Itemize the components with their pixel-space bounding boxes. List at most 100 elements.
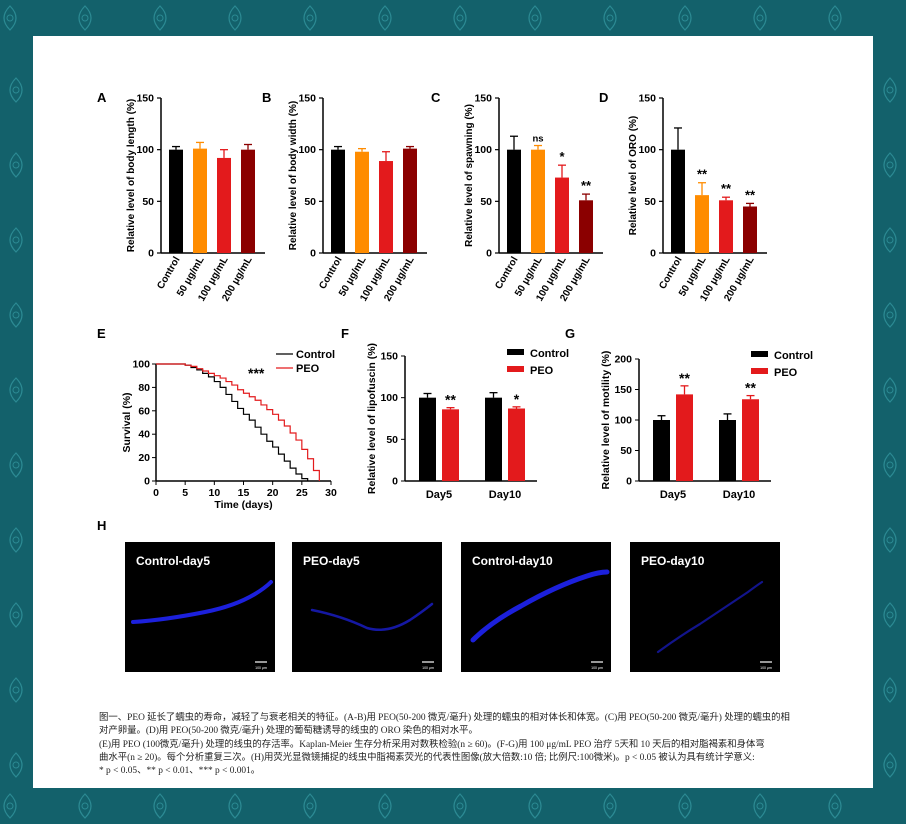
y-axis-label: Relative level of spawning (%) [464, 104, 475, 247]
bar [653, 420, 670, 481]
ornament-dot [12, 161, 20, 169]
fluorescence-image: PEO-day5 100 μm [292, 542, 442, 672]
x-tick-label: Day10 [723, 489, 755, 501]
ornament-dot [886, 386, 894, 394]
y-tick-label: 0 [148, 248, 154, 260]
y-tick-label: 0 [650, 248, 656, 260]
ornament-dot [531, 14, 539, 22]
ornament-dot [606, 14, 614, 22]
ornament-leaf [678, 793, 692, 819]
ornament-dot [381, 14, 389, 22]
ornament-dot [81, 802, 89, 810]
figure-caption: 图一、PEO 延长了蠕虫的寿命，减轻了与衰老相关的特征。(A-B)用 PEO(5… [99, 712, 889, 778]
ornament-dot [231, 14, 239, 22]
fluorescence-image: PEO-day10 100 μm [630, 542, 780, 672]
ornament-dot [12, 386, 20, 394]
ornament-leaf [378, 5, 392, 31]
ornament-dot [12, 611, 20, 619]
ornament-dot [156, 802, 164, 810]
bar [555, 177, 569, 253]
ornament-leaf [9, 677, 23, 703]
ornament-leaf [78, 793, 92, 819]
significance-label: ns [532, 134, 543, 145]
y-axis-label: Relative level of lipofuscin (%) [366, 343, 378, 494]
y-tick-label: 150 [298, 93, 316, 105]
y-tick-label: 200 [614, 354, 632, 366]
ornament-leaf [753, 5, 767, 31]
x-tick-label: 25 [296, 487, 308, 499]
significance-label: ** [445, 392, 456, 408]
bar [485, 397, 502, 481]
bar [719, 200, 733, 253]
ornament-leaf [883, 377, 897, 403]
y-tick-label: 100 [474, 144, 492, 156]
ornament-leaf [9, 452, 23, 478]
ornament-leaf [883, 77, 897, 103]
x-tick-label: 15 [238, 487, 250, 499]
bar [403, 148, 417, 253]
significance-label: ** [679, 370, 690, 386]
ornament-dot [306, 14, 314, 22]
significance-label: ** [581, 178, 592, 193]
ornament-leaf [883, 152, 897, 178]
ornament-dot [456, 802, 464, 810]
ornament-leaf [9, 377, 23, 403]
ornament-dot [886, 686, 894, 694]
micrograph-background [125, 542, 275, 672]
y-axis-label: Relative level of motility (%) [600, 351, 612, 490]
y-tick-label: 50 [386, 434, 398, 446]
bar [355, 151, 369, 253]
y-tick-label: 0 [626, 476, 632, 488]
ornament-leaf [883, 677, 897, 703]
ornament-leaf [9, 152, 23, 178]
caption-line: 曲水平(n ≥ 20)。每个分析重复三次。(H)用荧光显微镜捕捉的线虫中脂褐素荧… [99, 752, 755, 763]
y-tick-label: 100 [614, 415, 632, 427]
x-tick-label: 20 [267, 487, 279, 499]
ornament-leaf [9, 527, 23, 553]
significance-label: * [514, 391, 520, 407]
x-tick-label: Day10 [489, 489, 521, 501]
panel-letter: G [565, 326, 575, 341]
ornament-leaf [9, 302, 23, 328]
y-tick-label: 50 [142, 196, 154, 208]
bar [241, 149, 255, 253]
image-title: Control-day10 [472, 554, 553, 568]
significance-label: * [559, 149, 565, 164]
ornament-dot [681, 802, 689, 810]
y-tick-label: 0 [144, 476, 150, 488]
ornament-leaf [528, 5, 542, 31]
ornament-dot [886, 761, 894, 769]
caption-line: 对产卵量。(D)用 PEO(50-200 微克/毫升) 处理的葡萄糖诱导的线虫的… [99, 726, 478, 737]
ornament-dot [12, 461, 20, 469]
x-tick-label: 10 [208, 487, 220, 499]
ornament-leaf [3, 793, 17, 819]
bar [719, 420, 736, 481]
ornament-leaf [828, 5, 842, 31]
ornament-leaf [228, 5, 242, 31]
panel-letter: F [341, 326, 349, 341]
micrograph-background [292, 542, 442, 672]
ornament-dot [12, 536, 20, 544]
legend-swatch [507, 366, 524, 372]
y-tick-label: 50 [304, 196, 316, 208]
ornament-dot [156, 14, 164, 22]
y-tick-label: 20 [138, 452, 150, 464]
bar [579, 200, 593, 253]
ornament-dot [886, 86, 894, 94]
y-tick-label: 100 [298, 144, 316, 156]
ornament-leaf [678, 5, 692, 31]
ornament-leaf [883, 452, 897, 478]
ornament-dot [306, 802, 314, 810]
y-tick-label: 100 [136, 144, 154, 156]
y-tick-label: 50 [480, 196, 492, 208]
scale-bar-label: 100 μm [760, 666, 772, 670]
legend-label: PEO [530, 365, 554, 377]
ornament-leaf [883, 302, 897, 328]
ornament-leaf [9, 752, 23, 778]
y-tick-label: 150 [614, 384, 632, 396]
ornament-leaf [883, 527, 897, 553]
